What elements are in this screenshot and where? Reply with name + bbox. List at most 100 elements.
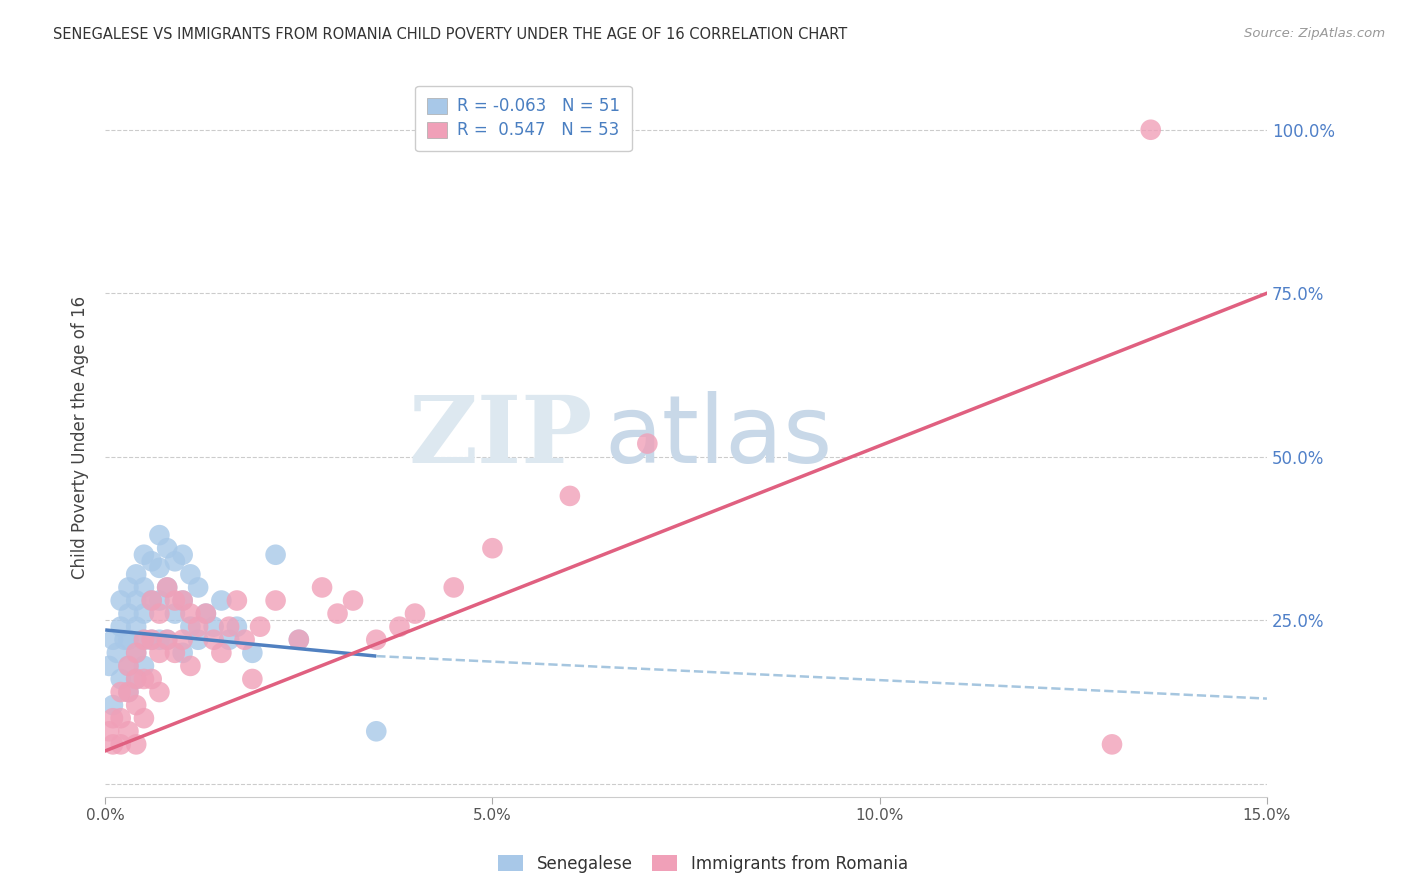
- Point: [156, 632, 179, 647]
- Point: [163, 646, 186, 660]
- Point: [194, 607, 217, 621]
- Point: [148, 561, 170, 575]
- Point: [366, 724, 388, 739]
- Point: [172, 632, 194, 647]
- Point: [125, 646, 148, 660]
- Point: [1139, 122, 1161, 136]
- Point: [125, 567, 148, 582]
- Point: [404, 607, 426, 621]
- Point: [101, 698, 124, 713]
- Point: [366, 632, 388, 647]
- Point: [132, 632, 155, 647]
- Point: [225, 620, 247, 634]
- Point: [117, 659, 139, 673]
- Point: [326, 607, 349, 621]
- Point: [209, 646, 232, 660]
- Point: [148, 593, 170, 607]
- Point: [288, 632, 311, 647]
- Point: [125, 737, 148, 751]
- Point: [156, 541, 179, 556]
- Point: [558, 489, 581, 503]
- Text: atlas: atlas: [605, 391, 832, 483]
- Legend: R = -0.063   N = 51, R =  0.547   N = 53: R = -0.063 N = 51, R = 0.547 N = 53: [415, 86, 631, 151]
- Point: [156, 581, 179, 595]
- Point: [288, 632, 311, 647]
- Point: [187, 632, 209, 647]
- Point: [187, 581, 209, 595]
- Point: [187, 620, 209, 634]
- Point: [218, 620, 240, 634]
- Point: [117, 724, 139, 739]
- Text: SENEGALESE VS IMMIGRANTS FROM ROMANIA CHILD POVERTY UNDER THE AGE OF 16 CORRELAT: SENEGALESE VS IMMIGRANTS FROM ROMANIA CH…: [53, 27, 848, 42]
- Point: [141, 672, 163, 686]
- Point: [202, 620, 225, 634]
- Point: [125, 672, 148, 686]
- Point: [202, 632, 225, 647]
- Point: [117, 581, 139, 595]
- Point: [233, 632, 256, 647]
- Point: [132, 711, 155, 725]
- Point: [148, 632, 170, 647]
- Point: [342, 593, 364, 607]
- Point: [240, 646, 263, 660]
- Point: [105, 646, 128, 660]
- Point: [132, 607, 155, 621]
- Point: [163, 593, 186, 607]
- Point: [156, 581, 179, 595]
- Point: [141, 632, 163, 647]
- Point: [98, 724, 121, 739]
- Point: [101, 632, 124, 647]
- Point: [141, 632, 163, 647]
- Point: [125, 698, 148, 713]
- Point: [636, 436, 658, 450]
- Point: [114, 632, 136, 647]
- Text: Source: ZipAtlas.com: Source: ZipAtlas.com: [1244, 27, 1385, 40]
- Point: [172, 593, 194, 607]
- Point: [132, 672, 155, 686]
- Point: [125, 593, 148, 607]
- Point: [125, 646, 148, 660]
- Point: [110, 685, 132, 699]
- Point: [1101, 737, 1123, 751]
- Point: [179, 567, 201, 582]
- Point: [249, 620, 271, 634]
- Point: [179, 607, 201, 621]
- Text: ZIP: ZIP: [409, 392, 593, 482]
- Point: [156, 632, 179, 647]
- Point: [125, 672, 148, 686]
- Point: [132, 632, 155, 647]
- Point: [388, 620, 411, 634]
- Point: [311, 581, 333, 595]
- Point: [101, 711, 124, 725]
- Point: [117, 685, 139, 699]
- Point: [141, 554, 163, 568]
- Point: [172, 548, 194, 562]
- Point: [148, 528, 170, 542]
- Point: [163, 607, 186, 621]
- Point: [117, 607, 139, 621]
- Point: [110, 593, 132, 607]
- Point: [132, 581, 155, 595]
- Point: [98, 659, 121, 673]
- Point: [117, 659, 139, 673]
- Point: [443, 581, 465, 595]
- Point: [240, 672, 263, 686]
- Point: [163, 554, 186, 568]
- Point: [148, 685, 170, 699]
- Point: [264, 593, 287, 607]
- Point: [172, 593, 194, 607]
- Point: [132, 548, 155, 562]
- Point: [481, 541, 503, 556]
- Point: [101, 737, 124, 751]
- Point: [209, 593, 232, 607]
- Point: [117, 632, 139, 647]
- Point: [148, 646, 170, 660]
- Point: [264, 548, 287, 562]
- Y-axis label: Child Poverty Under the Age of 16: Child Poverty Under the Age of 16: [72, 295, 89, 579]
- Point: [132, 659, 155, 673]
- Point: [117, 685, 139, 699]
- Point: [179, 659, 201, 673]
- Point: [179, 620, 201, 634]
- Point: [110, 620, 132, 634]
- Point: [110, 711, 132, 725]
